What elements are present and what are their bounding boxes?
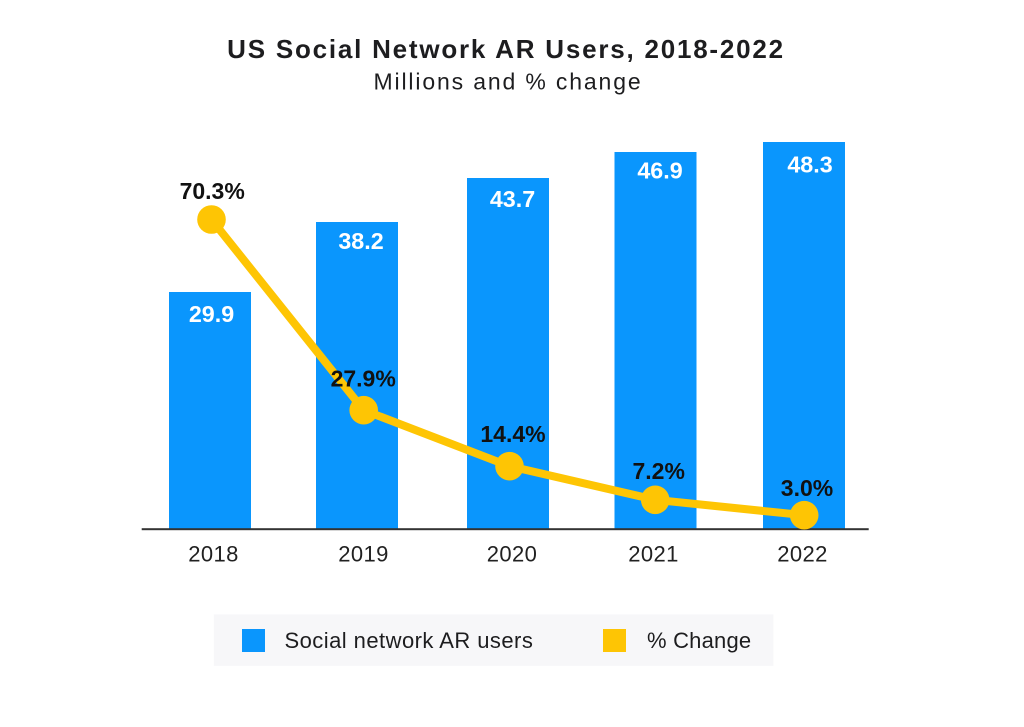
svg-text:2019: 2019	[338, 541, 389, 566]
svg-text:29.9: 29.9	[189, 301, 234, 327]
svg-text:14.4%: 14.4%	[480, 421, 545, 447]
svg-text:Social network AR users: Social network AR users	[285, 628, 534, 653]
svg-text:2021: 2021	[628, 541, 679, 566]
svg-text:% Change: % Change	[647, 628, 751, 653]
svg-text:2020: 2020	[487, 541, 538, 566]
svg-text:2018: 2018	[188, 541, 239, 566]
svg-text:48.3: 48.3	[787, 151, 832, 177]
svg-text:70.3%: 70.3%	[180, 178, 245, 204]
svg-text:7.2%: 7.2%	[632, 458, 684, 484]
svg-text:Millions and % change: Millions and % change	[374, 69, 643, 95]
svg-text:US Social Network AR Users, 20: US Social Network AR Users, 2018-2022	[227, 34, 785, 64]
svg-text:46.9: 46.9	[637, 158, 682, 184]
svg-text:2022: 2022	[777, 541, 828, 566]
svg-text:3.0%: 3.0%	[781, 475, 833, 501]
svg-text:27.9%: 27.9%	[331, 365, 396, 391]
svg-text:38.2: 38.2	[338, 228, 383, 254]
svg-text:43.7: 43.7	[490, 186, 535, 212]
